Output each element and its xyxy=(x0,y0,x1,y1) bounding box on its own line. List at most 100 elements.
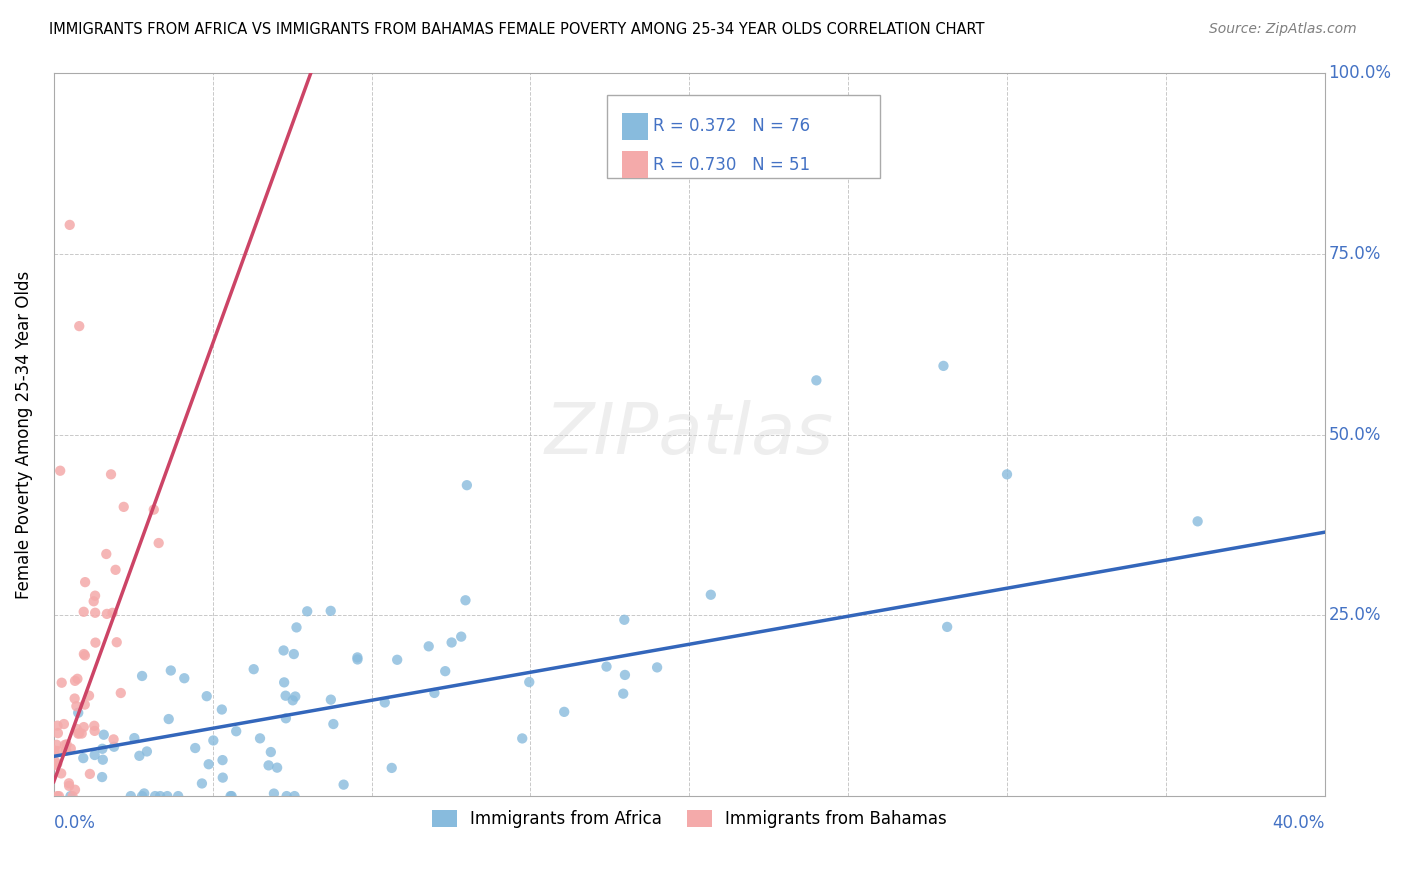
Point xyxy=(72,751,94,765)
Point xyxy=(440,635,463,649)
Point xyxy=(79,767,101,781)
Point xyxy=(274,689,297,703)
FancyBboxPatch shape xyxy=(606,95,880,178)
Point xyxy=(91,770,114,784)
Text: IMMIGRANTS FROM AFRICA VS IMMIGRANTS FROM BAHAMAS FEMALE POVERTY AMONG 25-34 YEA: IMMIGRANTS FROM AFRICA VS IMMIGRANTS FRO… xyxy=(49,22,984,37)
Point xyxy=(49,464,72,478)
Point xyxy=(51,675,73,690)
Point xyxy=(225,724,247,739)
Point xyxy=(67,319,90,334)
Point xyxy=(645,660,668,674)
Point xyxy=(221,789,243,803)
Point xyxy=(283,789,305,803)
Point xyxy=(100,467,122,482)
Point xyxy=(131,789,153,803)
Point xyxy=(134,787,156,801)
Point xyxy=(613,668,636,682)
Point xyxy=(103,739,125,754)
Point xyxy=(284,690,307,704)
Point xyxy=(91,741,114,756)
Point xyxy=(273,675,295,690)
Point xyxy=(53,738,76,752)
Point xyxy=(434,664,457,678)
Point xyxy=(285,620,308,634)
Point xyxy=(58,776,80,790)
Point xyxy=(156,789,179,803)
Text: 40.0%: 40.0% xyxy=(1272,814,1324,832)
Point xyxy=(63,673,86,688)
Point xyxy=(211,702,233,716)
Point xyxy=(219,789,242,803)
Point xyxy=(319,692,342,706)
Point xyxy=(77,689,100,703)
FancyBboxPatch shape xyxy=(621,151,648,178)
Point xyxy=(128,748,150,763)
Point xyxy=(167,789,190,803)
Text: 25.0%: 25.0% xyxy=(1329,607,1381,624)
Point xyxy=(936,620,959,634)
Point xyxy=(242,662,264,676)
Point xyxy=(260,745,283,759)
Point xyxy=(148,536,170,550)
Point xyxy=(257,758,280,772)
Point xyxy=(283,647,305,661)
Point xyxy=(932,359,955,373)
Point xyxy=(249,731,271,746)
Text: R = 0.730   N = 51: R = 0.730 N = 51 xyxy=(654,155,810,174)
Point xyxy=(159,664,181,678)
Point xyxy=(73,605,96,619)
Text: Source: ZipAtlas.com: Source: ZipAtlas.com xyxy=(1209,22,1357,37)
Point xyxy=(346,650,368,665)
Point xyxy=(173,671,195,685)
Text: 75.0%: 75.0% xyxy=(1329,244,1381,263)
Point xyxy=(70,726,93,740)
Point xyxy=(73,647,96,661)
Point xyxy=(423,686,446,700)
Point xyxy=(66,672,89,686)
Point xyxy=(46,744,69,758)
Point xyxy=(211,753,233,767)
Point xyxy=(381,761,404,775)
Point xyxy=(273,643,295,657)
Point xyxy=(66,722,89,736)
Point xyxy=(59,218,82,232)
Point xyxy=(48,789,70,803)
Point xyxy=(553,705,575,719)
Point xyxy=(84,606,107,620)
Point xyxy=(101,606,124,620)
Point xyxy=(73,698,96,712)
Point xyxy=(67,726,90,740)
Point xyxy=(46,726,69,740)
Point xyxy=(197,757,219,772)
Point xyxy=(319,604,342,618)
Point xyxy=(149,789,172,803)
Point xyxy=(103,732,125,747)
Point xyxy=(595,659,617,673)
FancyBboxPatch shape xyxy=(621,112,648,140)
Point xyxy=(93,728,115,742)
Point xyxy=(58,779,80,793)
Point xyxy=(55,743,77,757)
Point xyxy=(211,771,233,785)
Point xyxy=(75,575,97,590)
Point xyxy=(55,737,77,751)
Point xyxy=(65,699,87,714)
Point xyxy=(83,747,105,762)
Y-axis label: Female Poverty Among 25-34 Year Olds: Female Poverty Among 25-34 Year Olds xyxy=(15,270,32,599)
Point xyxy=(995,467,1018,482)
Point xyxy=(59,789,82,803)
Point xyxy=(346,652,368,666)
Point xyxy=(110,686,132,700)
Point xyxy=(131,669,153,683)
Point xyxy=(46,757,69,772)
Point xyxy=(385,653,408,667)
Point xyxy=(700,588,723,602)
Point xyxy=(73,720,96,734)
Point xyxy=(135,744,157,758)
Point xyxy=(120,789,142,803)
Point xyxy=(91,753,114,767)
Point xyxy=(456,478,478,492)
Point xyxy=(104,563,127,577)
Point xyxy=(274,711,297,725)
Point xyxy=(96,607,118,621)
